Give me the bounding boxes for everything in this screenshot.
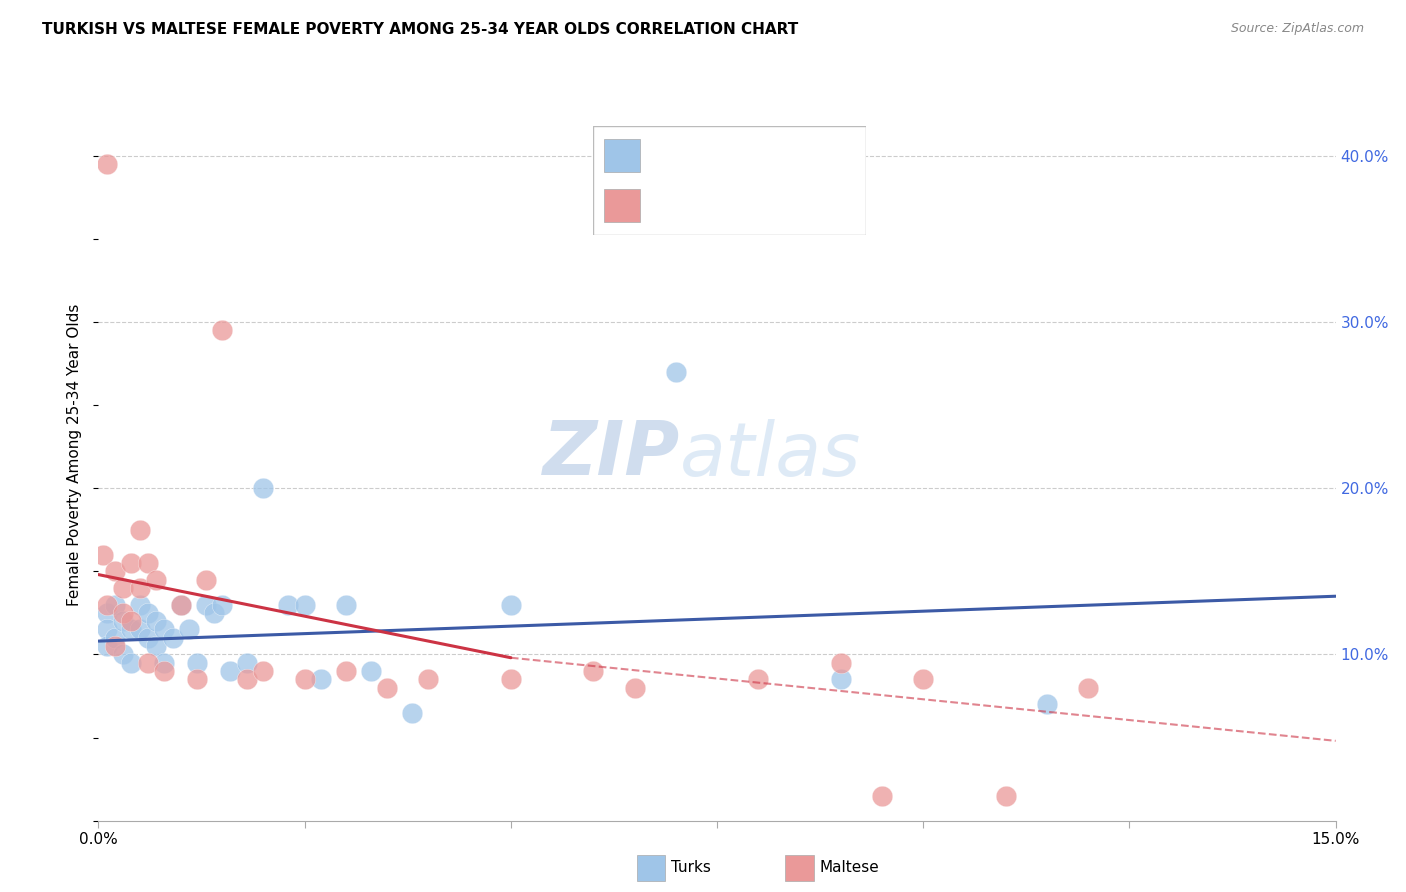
Point	[96, 598, 118, 612]
FancyBboxPatch shape	[785, 855, 814, 881]
Text: TURKISH VS MALTESE FEMALE POVERTY AMONG 25-34 YEAR OLDS CORRELATION CHART: TURKISH VS MALTESE FEMALE POVERTY AMONG …	[42, 22, 799, 37]
Text: Source: ZipAtlas.com: Source: ZipAtlas.com	[1230, 22, 1364, 36]
Point	[128, 598, 150, 612]
Point	[136, 656, 159, 670]
Point	[104, 564, 127, 578]
Point	[277, 598, 299, 612]
Point	[145, 573, 167, 587]
Point	[186, 673, 208, 687]
Point	[96, 639, 118, 653]
Point	[136, 556, 159, 570]
Point	[120, 656, 142, 670]
Point	[1036, 698, 1059, 712]
Point	[294, 673, 316, 687]
Point	[294, 598, 316, 612]
Point	[170, 598, 193, 612]
Point	[211, 323, 233, 337]
Point	[153, 623, 176, 637]
Point	[104, 598, 127, 612]
Point	[136, 631, 159, 645]
Point	[120, 556, 142, 570]
Text: Maltese: Maltese	[820, 860, 880, 875]
Point	[219, 664, 242, 678]
Text: atlas: atlas	[681, 419, 862, 491]
Point	[375, 681, 398, 695]
Point	[418, 673, 440, 687]
Point	[153, 664, 176, 678]
Point	[112, 606, 135, 620]
Point	[104, 639, 127, 653]
Point	[499, 673, 522, 687]
Point	[665, 365, 688, 379]
Point	[112, 581, 135, 595]
Point	[252, 481, 274, 495]
Point	[170, 598, 193, 612]
Text: ZIP: ZIP	[543, 418, 681, 491]
Point	[128, 623, 150, 637]
FancyBboxPatch shape	[637, 855, 665, 881]
Point	[120, 623, 142, 637]
Point	[335, 598, 357, 612]
Point	[499, 598, 522, 612]
Point	[179, 623, 201, 637]
Point	[1077, 681, 1099, 695]
Point	[994, 789, 1017, 803]
Point	[236, 656, 259, 670]
Point	[211, 598, 233, 612]
Point	[96, 157, 118, 171]
Point	[623, 681, 645, 695]
Point	[96, 623, 118, 637]
Y-axis label: Female Poverty Among 25-34 Year Olds: Female Poverty Among 25-34 Year Olds	[67, 304, 83, 606]
Point	[104, 631, 127, 645]
Point	[128, 523, 150, 537]
Text: Turks: Turks	[671, 860, 711, 875]
Point	[830, 673, 852, 687]
Point	[335, 664, 357, 678]
Point	[236, 673, 259, 687]
Point	[96, 606, 118, 620]
Point	[830, 656, 852, 670]
Point	[252, 664, 274, 678]
Point	[309, 673, 332, 687]
Point	[360, 664, 382, 678]
Point	[202, 606, 225, 620]
Point	[194, 573, 217, 587]
Point	[128, 581, 150, 595]
Point	[186, 656, 208, 670]
Point	[162, 631, 184, 645]
Point	[747, 673, 769, 687]
Point	[136, 606, 159, 620]
Point	[112, 648, 135, 662]
Point	[145, 614, 167, 628]
Point	[401, 706, 423, 720]
Point	[912, 673, 935, 687]
Point	[120, 614, 142, 628]
Point	[582, 664, 605, 678]
Point	[870, 789, 893, 803]
Point	[194, 598, 217, 612]
Point	[153, 656, 176, 670]
Point	[112, 614, 135, 628]
Point	[91, 548, 114, 562]
Point	[145, 639, 167, 653]
